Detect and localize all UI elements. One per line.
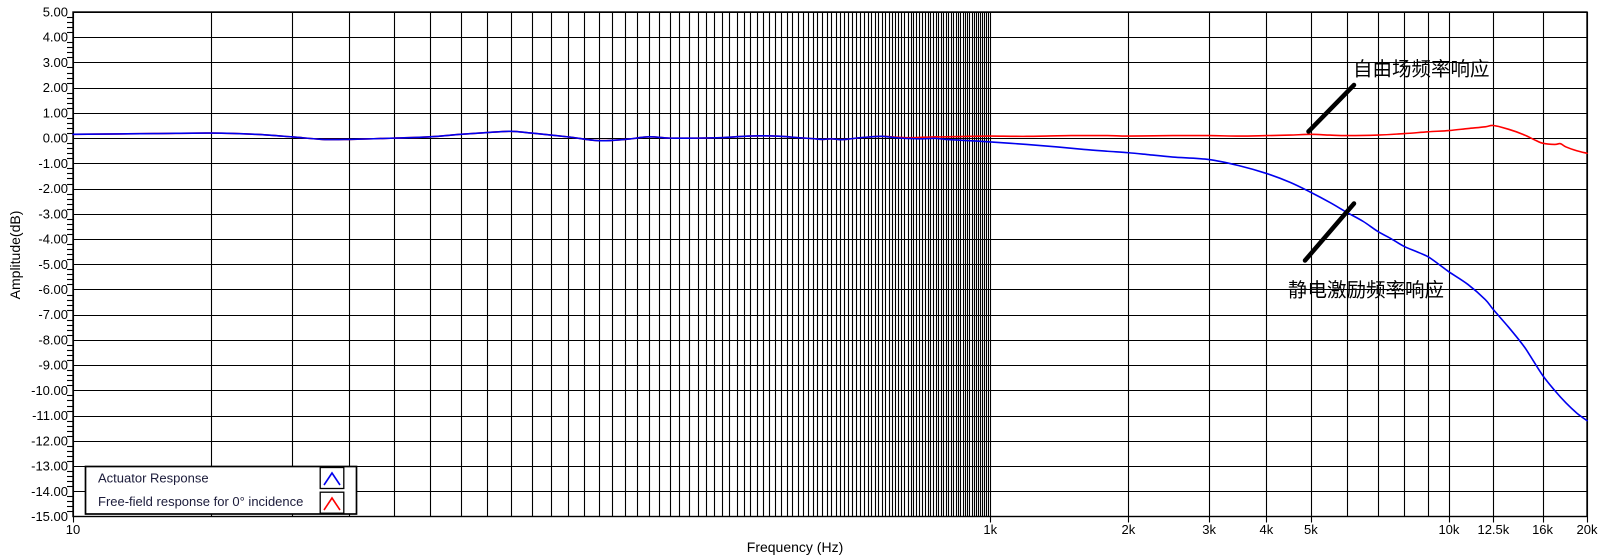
svg-text:4.00: 4.00 [43,30,68,45]
svg-text:10: 10 [66,522,80,537]
svg-text:-9.00: -9.00 [38,358,68,373]
svg-text:0.00: 0.00 [43,131,68,146]
svg-text:3k: 3k [1202,522,1216,537]
svg-text:-5.00: -5.00 [38,257,68,272]
svg-text:Frequency (Hz): Frequency (Hz) [747,539,843,555]
svg-text:-1.00: -1.00 [38,156,68,171]
svg-text:-2.00: -2.00 [38,181,68,196]
svg-text:5.00: 5.00 [43,5,68,20]
svg-text:Amplitude(dB): Amplitude(dB) [7,211,23,300]
svg-text:12.5k: 12.5k [1477,522,1509,537]
svg-text:-11.00: -11.00 [32,408,68,423]
svg-text:10k: 10k [1438,522,1459,537]
svg-text:-14.00: -14.00 [31,484,68,499]
svg-text:-6.00: -6.00 [38,282,68,297]
svg-text:16k: 16k [1532,522,1553,537]
svg-text:-13.00: -13.00 [31,459,68,474]
svg-text:1k: 1k [983,522,997,537]
svg-text:2.00: 2.00 [43,80,68,95]
svg-text:-7.00: -7.00 [38,307,68,322]
svg-text:1.00: 1.00 [43,105,68,120]
svg-text:5k: 5k [1304,522,1318,537]
svg-text:Free-field response for 0° inc: Free-field response for 0° incidence [98,494,303,509]
svg-text:静电激励频率响应: 静电激励频率响应 [1288,280,1444,302]
svg-text:自由场频率响应: 自由场频率响应 [1353,59,1490,81]
svg-text:-8.00: -8.00 [38,332,68,347]
svg-text:-12.00: -12.00 [31,433,68,448]
svg-text:-10.00: -10.00 [31,383,68,398]
svg-text:20k: 20k [1577,522,1598,537]
svg-text:3.00: 3.00 [43,55,68,70]
svg-text:-15.00: -15.00 [31,509,68,524]
svg-text:4k: 4k [1260,522,1274,537]
svg-text:2k: 2k [1121,522,1135,537]
svg-text:-4.00: -4.00 [38,232,68,247]
svg-text:-3.00: -3.00 [38,206,68,221]
svg-text:Actuator Response: Actuator Response [98,471,209,486]
